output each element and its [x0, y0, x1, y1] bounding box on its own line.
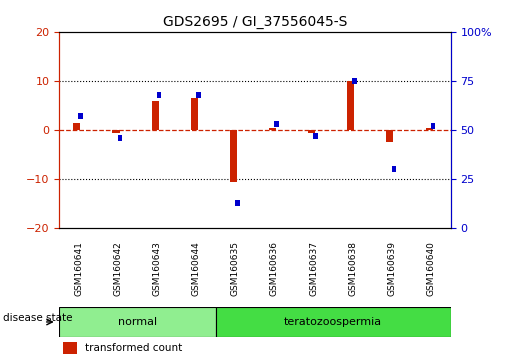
Text: GSM160640: GSM160640	[426, 241, 436, 296]
Bar	[78, 113, 83, 119]
Bar	[63, 342, 77, 354]
Text: GSM160639: GSM160639	[387, 241, 397, 296]
Bar	[117, 135, 122, 141]
Text: GSM160638: GSM160638	[348, 241, 357, 296]
Text: GSM160641: GSM160641	[74, 241, 83, 296]
Bar	[191, 98, 198, 130]
Bar	[274, 121, 279, 127]
Bar	[391, 166, 396, 172]
Bar	[308, 130, 315, 132]
Text: disease state: disease state	[3, 313, 72, 324]
Bar	[151, 101, 159, 130]
Bar	[235, 200, 239, 206]
Bar	[230, 130, 237, 182]
Bar	[313, 133, 318, 139]
Bar	[425, 128, 433, 130]
Bar	[431, 123, 435, 129]
Text: teratozoospermia: teratozoospermia	[284, 317, 382, 327]
Bar	[157, 92, 161, 98]
Bar	[386, 130, 393, 142]
Text: GSM160637: GSM160637	[309, 241, 318, 296]
Bar	[352, 78, 357, 84]
Bar	[269, 128, 276, 130]
Bar	[112, 130, 119, 132]
Text: GSM160636: GSM160636	[270, 241, 279, 296]
Title: GDS2695 / GI_37556045-S: GDS2695 / GI_37556045-S	[163, 16, 347, 29]
Bar	[347, 81, 354, 130]
Text: GSM160635: GSM160635	[231, 241, 240, 296]
Text: GSM160642: GSM160642	[113, 241, 123, 296]
Text: GSM160644: GSM160644	[192, 241, 201, 296]
Bar	[59, 307, 216, 337]
Text: transformed count: transformed count	[84, 343, 182, 353]
Text: normal: normal	[118, 317, 157, 327]
Text: GSM160643: GSM160643	[152, 241, 162, 296]
Bar	[73, 123, 80, 130]
Bar	[216, 307, 451, 337]
Bar	[196, 92, 200, 98]
